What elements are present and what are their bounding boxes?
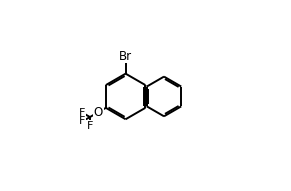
- Text: O: O: [94, 106, 103, 119]
- Text: Br: Br: [119, 50, 132, 63]
- Text: F: F: [79, 108, 86, 118]
- Text: F: F: [87, 121, 93, 131]
- Text: F: F: [79, 117, 86, 126]
